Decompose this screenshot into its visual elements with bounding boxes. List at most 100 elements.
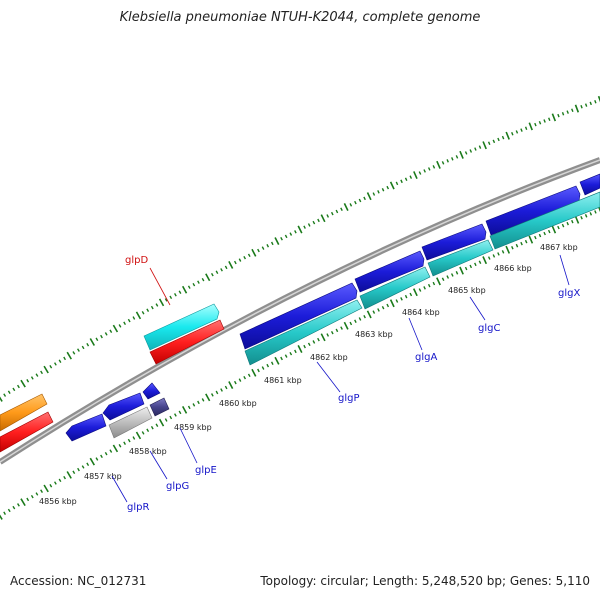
tick-mark [118,324,122,328]
tick-mark [307,223,311,227]
tick-mark [561,112,565,116]
reverse-strand-features [65,191,600,442]
tick-mark [169,415,173,420]
tick-mark [492,254,496,258]
tick-mark [551,113,557,122]
genome-summary-text: Topology: circular; Length: 5,248,520 bp… [260,574,590,588]
tick-row-inner [0,205,600,520]
tick-mark [284,234,288,239]
gene-label-glgA[interactable]: glgA [415,352,437,363]
tick-mark [474,147,477,151]
gene-glpE [149,397,170,417]
tick-mark [123,321,127,326]
tick-mark [155,423,159,427]
tick-mark [320,333,326,342]
tick-mark [436,277,441,286]
tick-mark [58,359,62,363]
tick-mark [3,511,7,515]
tick-mark [72,470,76,475]
tick-mark [320,214,326,223]
gene-labels: glpD glpR glpG glpE glgP glgA glgC glgX [125,255,580,513]
tick-mark [109,449,113,453]
tick-mark [340,326,343,330]
tick-mark [528,235,534,244]
tick-mark [377,308,380,312]
tick-mark [261,366,265,370]
tick-mark [404,177,408,181]
tick-mark [178,410,182,415]
tick-mark [381,305,385,310]
kbp-label: 4856 kbp [39,497,77,506]
tick-mark [464,151,468,155]
tick-mark [297,225,303,234]
gene-label-glpR[interactable]: glpR [127,502,149,513]
leader-glgP [316,361,341,393]
tick-mark [3,393,7,397]
tick-mark [178,290,182,294]
tick-mark [459,266,464,275]
tick-mark [228,381,234,389]
tick-mark [81,345,85,350]
tick-mark [181,406,188,414]
gene-label-glgX[interactable]: glgX [558,288,580,299]
tick-mark [132,436,136,440]
tick-mark [571,108,574,113]
tick-mark [12,387,16,392]
tick-mark [594,210,597,214]
tick-mark [455,155,459,159]
genome-backbone-highlight [0,159,600,463]
tick-mark [482,141,487,150]
tick-mark [100,454,103,459]
gene-label-glgP[interactable]: glgP [338,393,360,404]
tick-mark [243,375,247,380]
tick-mark [358,198,362,203]
tick-mark [187,405,191,410]
tick-mark [366,192,372,201]
tick-row-outer [0,95,600,402]
tick-mark [81,465,85,469]
tick-mark [589,101,592,106]
tick-mark [173,413,177,417]
leader-glgX [559,254,570,286]
tick-mark [112,324,119,333]
tick-mark [274,237,280,245]
tick-mark [372,192,376,196]
tick-mark [354,200,357,205]
kbp-label: 4866 kbp [494,264,532,273]
gene-label-glpE[interactable]: glpE [195,465,217,476]
tick-mark [515,243,519,248]
tick-mark [201,277,205,282]
tick-mark [501,135,505,140]
tick-mark [363,196,366,201]
tick-mark [261,246,265,250]
tick-mark [423,169,426,173]
tick-mark [238,258,242,262]
tick-mark [135,431,142,440]
tick-mark [123,441,127,445]
gene-orange [0,393,48,432]
tick-mark [53,481,57,485]
tick-mark [400,179,403,184]
tick-mark [77,348,80,352]
tick-mark [395,181,399,186]
tick-mark [413,171,418,180]
tick-mark [597,95,600,103]
tick-mark [20,379,26,388]
tick-mark [192,403,196,407]
tick-mark [243,255,247,260]
gene-glpR [65,413,107,442]
gene-label-glgC[interactable]: glgC [478,323,500,334]
gene-label-glpD[interactable]: glpD [125,255,148,266]
leader-glgA [408,317,423,351]
tick-mark [146,428,150,433]
tick-mark [389,299,395,308]
tick-mark [40,370,43,375]
tick-mark [557,113,560,118]
tick-mark [181,285,188,294]
tick-mark [427,167,431,171]
tick-mark [497,252,500,256]
gene-label-glpG[interactable]: glpG [166,481,189,492]
tick-mark [446,159,449,163]
tick-mark [303,344,306,349]
tick-mark [49,365,53,369]
